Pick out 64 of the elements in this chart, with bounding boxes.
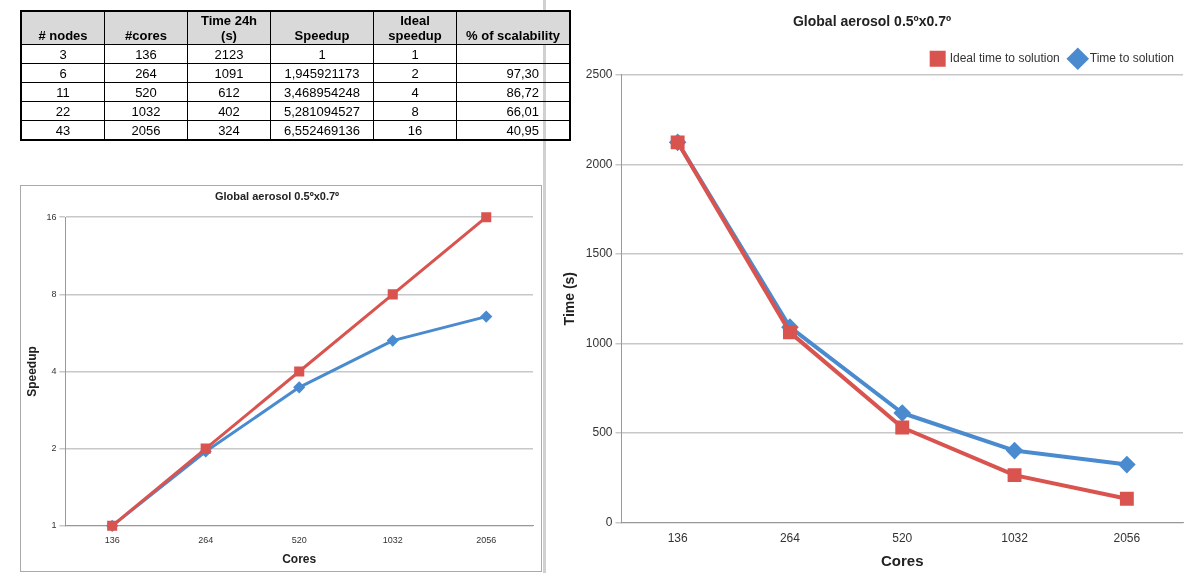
x-tick-label: 520: [892, 531, 913, 546]
category-label: # nodes: [21, 11, 105, 45]
text: 1: [318, 46, 326, 62]
x-tick-label: 264: [779, 531, 801, 546]
text: 1,945921173: [284, 65, 360, 81]
text: 3,468954248: [284, 84, 360, 100]
category-label: #cores: [104, 11, 188, 45]
y-tick-label: 2: [51, 443, 57, 454]
y-tick-label: 1: [51, 520, 57, 531]
y-axis-title: Time (s): [561, 271, 578, 326]
text: 264: [135, 65, 157, 81]
text: 402: [218, 103, 240, 119]
x-axis-title: Cores: [880, 552, 924, 570]
chart-title: Global aerosol 0.5ºx0.7º: [214, 189, 340, 202]
text: 1: [411, 46, 419, 62]
x-tick-label: 2056: [476, 534, 497, 545]
x-tick-label: 264: [198, 534, 214, 545]
legend-label: Time to solution: [1089, 51, 1175, 66]
x-tick-label: 136: [104, 534, 120, 545]
text: 6,552469136: [284, 122, 360, 138]
text: 8: [411, 103, 419, 119]
x-tick-label: 2056: [1113, 531, 1141, 546]
y-tick-label: 2000: [585, 156, 613, 171]
text: 5,281094527: [284, 103, 360, 119]
text: 2: [411, 65, 419, 81]
text: 2123: [214, 46, 244, 62]
text: 43: [55, 122, 71, 138]
text: 86,72: [506, 84, 539, 100]
y-tick-label: 4: [51, 365, 57, 376]
y-axis-title: Speedup: [24, 346, 39, 397]
category-label: Ideal speedup: [373, 11, 457, 45]
text: 11: [56, 84, 70, 100]
text: 1032: [131, 103, 161, 119]
text: 520: [135, 84, 157, 100]
text: 612: [218, 84, 240, 100]
category-label: Speedup: [270, 11, 374, 45]
y-tick-label: 2500: [585, 67, 613, 82]
text: 136: [135, 46, 157, 62]
text: 1091: [214, 65, 244, 81]
text: 324: [218, 122, 240, 138]
x-tick-label: 520: [291, 534, 307, 545]
legend-label: Ideal time to solution: [949, 51, 1060, 66]
y-tick-label: 16: [46, 211, 57, 222]
x-axis-title: Cores: [282, 552, 317, 567]
x-tick-label: 1032: [382, 534, 403, 545]
y-tick-label: 500: [592, 425, 613, 440]
x-tick-label: 1032: [1001, 531, 1029, 546]
x-tick-label: 136: [667, 531, 688, 546]
text: 2056: [131, 122, 161, 138]
y-tick-label: 1000: [585, 335, 613, 350]
text: 22: [55, 103, 71, 119]
text: 66,01: [506, 103, 539, 119]
text: 6: [59, 65, 67, 81]
y-tick-label: 8: [51, 288, 57, 299]
y-tick-label: 0: [605, 514, 613, 529]
category-label: % of scalability: [456, 11, 570, 45]
category-label: Time 24h (s): [187, 11, 271, 45]
text: 97,30: [506, 65, 539, 81]
y-tick-label: 1500: [585, 246, 613, 261]
text: 4: [411, 84, 419, 100]
text: 16: [407, 122, 423, 138]
text: 40,95: [506, 122, 539, 138]
chart-title: Global aerosol 0.5ºx0.7º: [792, 13, 952, 30]
text: 3: [59, 46, 67, 62]
